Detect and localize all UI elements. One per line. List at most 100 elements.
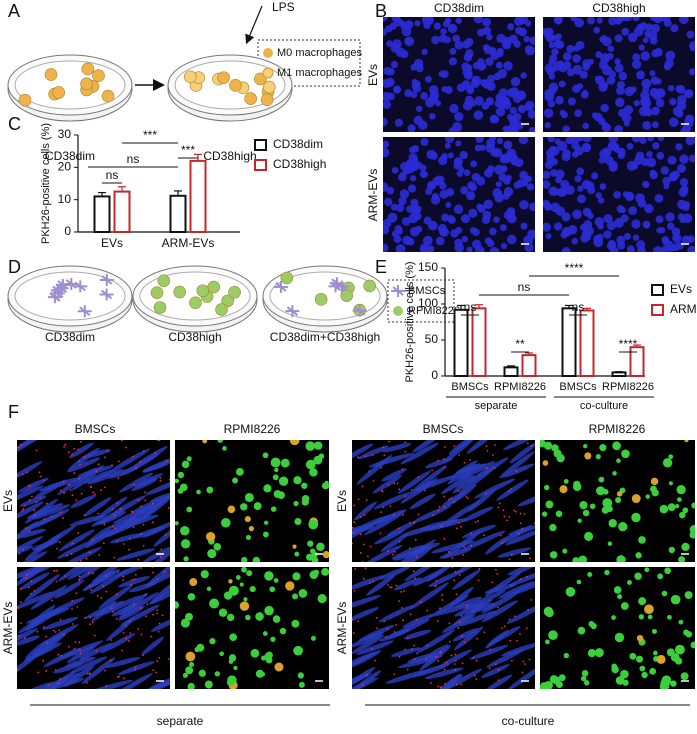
- nucleus: [606, 220, 617, 231]
- cell: [241, 556, 248, 562]
- vesicle: [369, 545, 372, 548]
- vesicle: [435, 655, 438, 658]
- nucleus: [676, 85, 686, 94]
- vesicle: [434, 584, 437, 587]
- bar: [169, 194, 187, 233]
- vesicle: [519, 633, 521, 635]
- nucleus: [570, 137, 580, 145]
- cell: [17, 528, 46, 539]
- vesicle: [129, 632, 132, 635]
- cell: [372, 474, 402, 494]
- label: CD38dim+CD38high: [270, 330, 380, 344]
- cell: [509, 442, 535, 464]
- x-tick-label: ARM-EVs: [162, 236, 215, 250]
- nucleus: [399, 19, 406, 27]
- nucleus: [635, 151, 645, 161]
- nucleus: [543, 108, 554, 118]
- vesicle: [432, 514, 434, 517]
- cell: [461, 506, 494, 523]
- vesicle: [140, 633, 143, 636]
- vesicle: [517, 532, 520, 535]
- nucleus: [650, 37, 658, 45]
- vesicle: [409, 613, 412, 616]
- nucleus: [383, 147, 390, 158]
- vesicle: [470, 544, 473, 547]
- legend-label: M1 macrophages: [277, 67, 362, 79]
- vesicle: [80, 492, 83, 495]
- cell: [196, 489, 201, 495]
- legend-symbol: [393, 306, 403, 316]
- nucleus: [501, 99, 512, 110]
- nucleus: [661, 237, 670, 246]
- vesicle: [75, 592, 78, 595]
- nucleus: [506, 152, 517, 163]
- nucleus: [438, 34, 448, 43]
- vesicle: [155, 671, 157, 674]
- vesicle: [413, 521, 415, 524]
- nucleus: [486, 138, 496, 148]
- nucleus: [390, 60, 399, 69]
- legend-swatch: [651, 304, 664, 316]
- nucleus: [404, 161, 414, 170]
- cell: [556, 454, 565, 463]
- vesicle: [125, 446, 127, 449]
- cell: [386, 618, 430, 639]
- nucleus: [383, 243, 389, 252]
- vesicle: [403, 590, 406, 593]
- nucleus: [498, 88, 508, 98]
- vesicle: [502, 509, 505, 512]
- nucleus: [679, 154, 689, 164]
- nucleus: [423, 216, 432, 225]
- micrograph-bg: [175, 567, 329, 689]
- cell: [615, 496, 622, 504]
- vesicle: [450, 654, 453, 657]
- vesicle: [42, 626, 45, 629]
- cell: [402, 614, 434, 628]
- nucleus: [644, 203, 654, 214]
- vesicle: [100, 597, 103, 600]
- nucleus: [630, 86, 637, 93]
- vesicle: [437, 685, 440, 688]
- vesicle: [71, 599, 74, 602]
- cell: [587, 572, 593, 578]
- vesicle: [444, 446, 446, 448]
- cell: [580, 675, 587, 682]
- nucleus: [607, 45, 615, 52]
- vesicle: [117, 477, 120, 480]
- cell: [677, 497, 682, 502]
- cell: [229, 79, 242, 92]
- vesicle: [137, 499, 140, 501]
- vesicle: [151, 571, 154, 574]
- cell: [305, 459, 316, 470]
- cell: [98, 584, 133, 609]
- nucleus: [458, 166, 465, 173]
- nucleus: [667, 84, 675, 92]
- cell: [273, 280, 288, 293]
- x-tick-label: BMSCs: [559, 381, 597, 393]
- vesicle: [122, 579, 124, 582]
- vesicle: [485, 445, 488, 448]
- nucleus: [400, 50, 409, 59]
- vesicle: [453, 445, 456, 448]
- cell: [293, 645, 303, 656]
- vesicle: [116, 540, 119, 542]
- cell: [357, 515, 391, 530]
- cell: [378, 604, 416, 623]
- vesicle: [17, 446, 20, 449]
- nucleus: [665, 50, 676, 61]
- vesicle: [58, 629, 61, 632]
- cell: [544, 680, 553, 689]
- vesicle: [124, 624, 127, 627]
- nucleus: [624, 17, 633, 22]
- cell: [404, 567, 439, 581]
- vesicle: [95, 470, 98, 472]
- vesicle: [131, 579, 134, 581]
- nucleus: [572, 54, 581, 63]
- nucleus: [428, 85, 439, 95]
- cell: [631, 494, 641, 504]
- vesicle: [146, 603, 149, 606]
- cell: [189, 296, 202, 310]
- cell: [352, 632, 384, 648]
- nucleus: [672, 233, 682, 243]
- cell: [334, 280, 349, 293]
